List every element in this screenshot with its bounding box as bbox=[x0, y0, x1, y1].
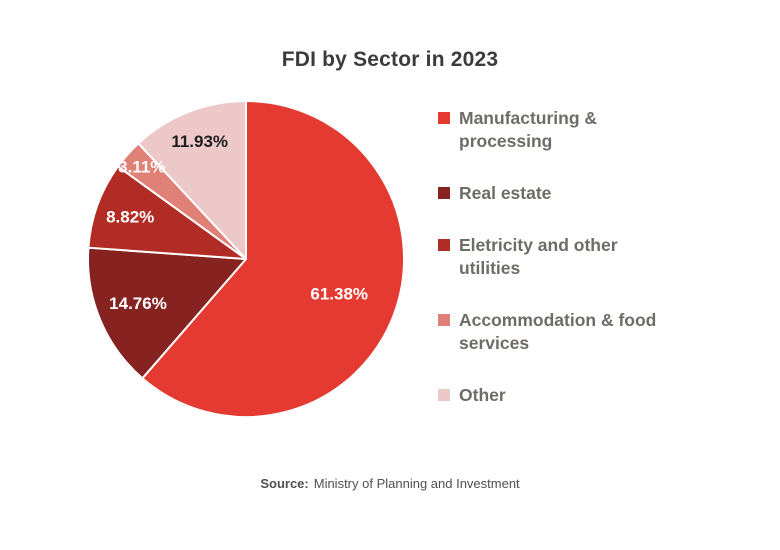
pie-svg: 61.38% 14.76% 8.82% 3.11% 11.93% bbox=[87, 100, 406, 418]
legend-item-label: Real estate bbox=[459, 183, 552, 203]
legend-swatch bbox=[438, 389, 450, 401]
source-line: Source: Ministry of Planning and Investme… bbox=[0, 476, 780, 491]
source-label: Source: bbox=[260, 476, 309, 491]
pie-slice-label: 3.11% bbox=[118, 158, 165, 177]
pie-slice bbox=[87, 165, 247, 260]
pie-slice-label: 8.82% bbox=[106, 207, 154, 226]
pie-slice-label: 61.38% bbox=[310, 284, 368, 303]
legend-item: Manufacturing & processing bbox=[438, 107, 728, 153]
legend-item: Eletricity and other utilities bbox=[438, 234, 728, 280]
pie-slice-label: 11.93% bbox=[171, 132, 228, 151]
legend-item-label: Eletricity and other utilities bbox=[459, 235, 618, 278]
legend-item-label: Other bbox=[459, 385, 506, 405]
legend-item: Accommodation & food services bbox=[438, 309, 728, 355]
legend-item-label: Manufacturing & processing bbox=[459, 108, 598, 151]
legend: Manufacturing & processing Real estate Elet… bbox=[438, 107, 728, 407]
pie-slice-label: 14.76% bbox=[109, 294, 167, 313]
legend-swatch bbox=[438, 239, 450, 251]
legend-swatch bbox=[438, 187, 450, 199]
legend-item: Other bbox=[438, 384, 728, 407]
pie-slice bbox=[141, 100, 406, 418]
pie-chart: 61.38% 14.76% 8.82% 3.11% 11.93% bbox=[85, 98, 407, 420]
legend-item: Real estate bbox=[438, 182, 728, 205]
pie-slice bbox=[87, 246, 247, 380]
chart-title: FDI by Sector in 2023 bbox=[281, 48, 499, 71]
legend-swatch bbox=[438, 314, 450, 326]
pie-slice bbox=[137, 100, 247, 260]
legend-swatch bbox=[438, 112, 450, 124]
legend-item-label: Accommodation & food services bbox=[459, 310, 657, 353]
source-text: Ministry of Planning and Investment bbox=[313, 476, 520, 491]
